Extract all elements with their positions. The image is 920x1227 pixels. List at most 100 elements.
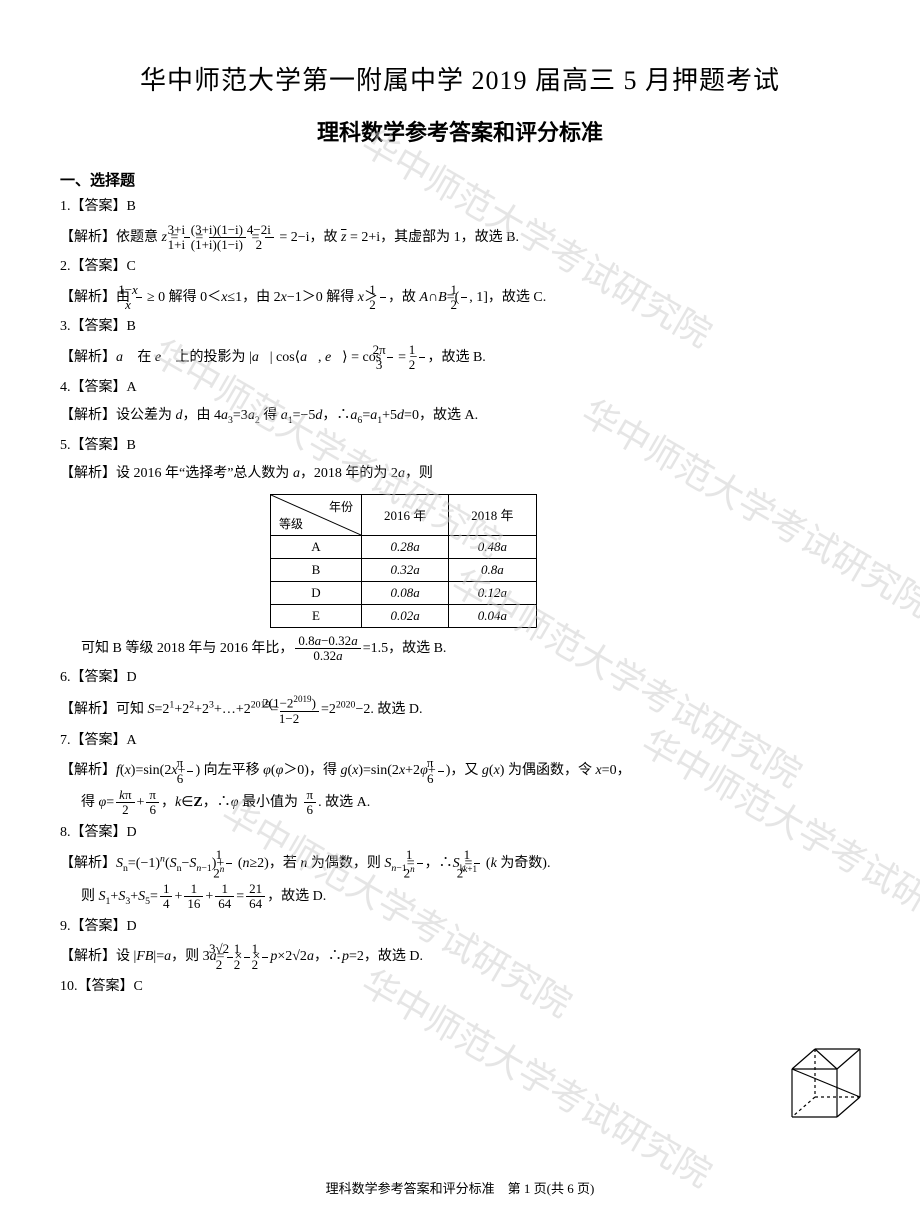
q9-number: 9.: [60, 919, 71, 934]
q1-expr: z = 3+i1+i = (3+i)(1−i)(1+i)(1−i) = 4−2i…: [162, 230, 475, 245]
q5-expr: a，2018 年的为 2a，则: [293, 466, 433, 481]
question-4-analysis: 【解析】设公差为 d，由 4a3=3a2 得 a1=−5d，∴a6=a1+5d=…: [60, 403, 860, 430]
grade-table: 年份 等级 2016 年 2018 年 A 0.28a 0.48a B 0.32…: [270, 494, 537, 628]
diag-year-label: 年份: [329, 498, 353, 515]
question-4-answer: 4.【答案】A: [60, 375, 860, 402]
table-cell: 0.02a: [362, 604, 449, 627]
question-5-answer: 5.【答案】B: [60, 433, 860, 460]
answer-label: 【答案】: [71, 199, 127, 214]
q7-answer: A: [127, 733, 137, 748]
q2-choice: C.: [533, 290, 546, 305]
q4-lead: 设公差为: [116, 408, 176, 423]
question-8-line2: 则 S1+S3+S5=14+116+164=2164，故选 D.: [60, 882, 860, 912]
question-1-answer: 1.【答案】B: [60, 194, 860, 221]
question-9-analysis: 【解析】设 |FB|=a，则 3a=3√22×12×12p×2√2a，∴p=2，…: [60, 942, 860, 972]
q7-expr: f(x)=sin(2x+π6) 向左平移 φ(φ＞0)，得 g(x)=sin(2…: [116, 763, 631, 778]
question-5-analysis: 【解析】设 2016 年“选择考”总人数为 a，2018 年的为 2a，则: [60, 461, 860, 488]
answer-label: 【答案】: [71, 259, 127, 274]
answer-label: 【答案】: [78, 979, 134, 994]
answer-label: 【答案】: [71, 438, 127, 453]
table-row: D 0.08a 0.12a: [271, 581, 537, 604]
question-3-analysis: 【解析】a⃗ 在 e⃗ 上的投影为 |a⃗| cos⟨a⃗, e⃗⟩ = cos…: [60, 343, 860, 373]
q6-number: 6.: [60, 670, 71, 685]
therefore-label: 故选: [377, 702, 405, 717]
q6-answer: D: [127, 670, 137, 685]
q3-answer: B: [127, 319, 136, 334]
therefore-label: 故选: [281, 889, 309, 904]
analysis-label: 【解析】: [60, 466, 116, 481]
therefore-label: 故选: [378, 949, 406, 964]
question-2-analysis: 【解析】由 1−xx ≥ 0 解得 0＜x≤1，由 2x−1＞0 解得 x＞12…: [60, 283, 860, 313]
analysis-label: 【解析】: [60, 702, 116, 717]
table-cell: 0.8a: [449, 558, 536, 581]
section-heading: 一、选择题: [60, 169, 860, 190]
question-5-tail: 可知 B 等级 2018 年与 2016 年比，0.8a−0.32a0.32a=…: [60, 634, 860, 664]
q7-line2: 得 φ=kπ2+π6，k∈Z，∴φ 最小值为 π6.: [81, 795, 325, 810]
question-7-line2: 得 φ=kπ2+π6，k∈Z，∴φ 最小值为 π6. 故选 A.: [60, 788, 860, 818]
q9-answer: D: [127, 919, 137, 934]
analysis-label: 【解析】: [60, 763, 116, 778]
q7-choice: A.: [357, 795, 371, 810]
page: 华中师范大学考试研究院 华中师范大学考试研究院 华中师范大学考试研究院 华中师范…: [0, 0, 920, 1227]
question-9-answer: 9.【答案】D: [60, 914, 860, 941]
analysis-label: 【解析】: [60, 350, 116, 365]
therefore-label: 故选: [402, 641, 430, 656]
therefore-label: 故选: [433, 408, 461, 423]
table-row: B 0.32a 0.8a: [271, 558, 537, 581]
table-row: E 0.02a 0.04a: [271, 604, 537, 627]
analysis-label: 【解析】: [60, 408, 116, 423]
q2-number: 2.: [60, 259, 71, 274]
question-8-answer: 8.【答案】D: [60, 820, 860, 847]
table-cell: 0.48a: [449, 535, 536, 558]
question-7-answer: 7.【答案】A: [60, 728, 860, 755]
page-subtitle: 理科数学参考答案和评分标准: [60, 115, 860, 147]
therefore-label: 故选: [325, 795, 353, 810]
q5-number: 5.: [60, 438, 71, 453]
table-row: A 0.28a 0.48a: [271, 535, 537, 558]
therefore-label: 故选: [502, 290, 530, 305]
question-8-analysis: 【解析】Sn=(−1)n(Sn−Sn−1)+12n (n≥2)，若 n 为偶数，…: [60, 848, 860, 880]
q8-number: 8.: [60, 825, 71, 840]
table-cell: 0.32a: [362, 558, 449, 581]
question-1-analysis: 【解析】依题意 z = 3+i1+i = (3+i)(1−i)(1+i)(1−i…: [60, 223, 860, 253]
analysis-label: 【解析】: [60, 230, 116, 245]
q10-answer: C: [134, 979, 143, 994]
answer-label: 【答案】: [71, 919, 127, 934]
q6-expr: S=21+22+23+…+22019=2(1−22019)1−2=22020−2…: [148, 702, 378, 717]
cube-diagram: [782, 1039, 870, 1127]
table-cell: 0.12a: [449, 581, 536, 604]
table-cell: 0.08a: [362, 581, 449, 604]
answer-label: 【答案】: [71, 670, 127, 685]
answer-label: 【答案】: [71, 825, 127, 840]
q10-number: 10.: [60, 979, 78, 994]
q9-lead: 设: [116, 949, 134, 964]
q2-answer: C: [127, 259, 136, 274]
q5-lead: 设 2016 年“选择考”总人数为: [116, 466, 293, 481]
table-cell: B: [271, 558, 362, 581]
q4-number: 4.: [60, 380, 71, 395]
q5-tail-text: 可知 B 等级 2018 年与 2016 年比，0.8a−0.32a0.32a=…: [81, 641, 402, 656]
q6-lead: 可知: [116, 702, 148, 717]
table-cell: A: [271, 535, 362, 558]
question-2-answer: 2.【答案】C: [60, 254, 860, 281]
q8-choice: D.: [313, 889, 327, 904]
question-6-analysis: 【解析】可知 S=21+22+23+…+22019=2(1−22019)1−2=…: [60, 694, 860, 726]
q8-line2: 则 S1+S3+S5=14+116+164=2164，: [81, 889, 281, 904]
table-col-2018: 2018 年: [449, 494, 536, 535]
therefore-label: 故选: [475, 230, 503, 245]
q4-answer: A: [127, 380, 137, 395]
table-diag-header: 年份 等级: [271, 494, 362, 535]
table-cell: D: [271, 581, 362, 604]
q4-choice: A.: [464, 408, 478, 423]
question-10-answer: 10.【答案】C: [60, 974, 860, 1001]
q8-answer: D: [127, 825, 137, 840]
question-7-analysis: 【解析】f(x)=sin(2x+π6) 向左平移 φ(φ＞0)，得 g(x)=s…: [60, 756, 860, 786]
q3-expr: a⃗ 在 e⃗ 上的投影为 |a⃗| cos⟨a⃗, e⃗⟩ = cos 2π3…: [116, 350, 441, 365]
q1-choice: B.: [506, 230, 519, 245]
q5-answer: B: [127, 438, 136, 453]
q9-expr: |FB|=a，则 3a=3√22×12×12p×2√2a，∴p=2，: [134, 949, 378, 964]
answer-label: 【答案】: [71, 380, 127, 395]
q1-lead: 依题意: [116, 230, 162, 245]
q7-number: 7.: [60, 733, 71, 748]
diag-grade-label: 等级: [279, 515, 303, 532]
